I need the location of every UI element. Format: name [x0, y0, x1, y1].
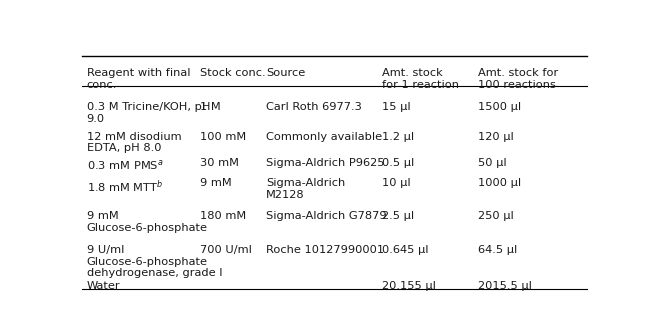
Text: 9 U/ml
Glucose-6-phosphate
dehydrogenase, grade I: 9 U/ml Glucose-6-phosphate dehydrogenase… — [87, 245, 222, 278]
Text: 700 U/ml: 700 U/ml — [200, 245, 252, 255]
Text: 1 M: 1 M — [200, 102, 221, 113]
Text: 10 μl: 10 μl — [382, 178, 411, 188]
Text: 15 μl: 15 μl — [382, 102, 411, 113]
Text: Amt. stock
for 1 reaction: Amt. stock for 1 reaction — [382, 69, 459, 90]
Text: 100 mM: 100 mM — [200, 132, 246, 142]
Text: 50 μl: 50 μl — [478, 158, 507, 168]
Text: 2015.5 μl: 2015.5 μl — [478, 280, 532, 291]
Text: 9 mM
Glucose-6-phosphate: 9 mM Glucose-6-phosphate — [87, 211, 207, 233]
Text: Sigma-Aldrich
M2128: Sigma-Aldrich M2128 — [266, 178, 345, 200]
Text: 2.5 μl: 2.5 μl — [382, 211, 414, 221]
Text: Amt. stock for
100 reactions: Amt. stock for 100 reactions — [478, 69, 558, 90]
Text: 180 mM: 180 mM — [200, 211, 246, 221]
Text: 0.5 μl: 0.5 μl — [382, 158, 415, 168]
Text: Commonly available: Commonly available — [266, 132, 382, 142]
Text: 30 mM: 30 mM — [200, 158, 239, 168]
Text: 0.3 M Tricine/KOH, pH
9.0: 0.3 M Tricine/KOH, pH 9.0 — [87, 102, 210, 124]
Text: 1500 μl: 1500 μl — [478, 102, 522, 113]
Text: 250 μl: 250 μl — [478, 211, 514, 221]
Text: Carl Roth 6977.3: Carl Roth 6977.3 — [266, 102, 362, 113]
Text: Roche 10127990001: Roche 10127990001 — [266, 245, 384, 255]
Text: 64.5 μl: 64.5 μl — [478, 245, 518, 255]
Text: Reagent with final
conc.: Reagent with final conc. — [87, 69, 190, 90]
Text: 0.645 μl: 0.645 μl — [382, 245, 428, 255]
Text: 1.2 μl: 1.2 μl — [382, 132, 414, 142]
Text: 1.8 mM MTT$^{b}$: 1.8 mM MTT$^{b}$ — [87, 178, 163, 195]
Text: Sigma-Aldrich P9625: Sigma-Aldrich P9625 — [266, 158, 385, 168]
Text: 1000 μl: 1000 μl — [478, 178, 522, 188]
Text: 120 μl: 120 μl — [478, 132, 514, 142]
Text: Sigma-Aldrich G7879: Sigma-Aldrich G7879 — [266, 211, 387, 221]
Text: 12 mM disodium
EDTA, pH 8.0: 12 mM disodium EDTA, pH 8.0 — [87, 132, 181, 153]
Text: 0.3 mM PMS$^{a}$: 0.3 mM PMS$^{a}$ — [87, 158, 163, 172]
Text: Source: Source — [266, 69, 305, 78]
Text: Stock conc.: Stock conc. — [200, 69, 266, 78]
Text: 9 mM: 9 mM — [200, 178, 232, 188]
Text: Water: Water — [87, 280, 120, 291]
Text: 20.155 μl: 20.155 μl — [382, 280, 436, 291]
